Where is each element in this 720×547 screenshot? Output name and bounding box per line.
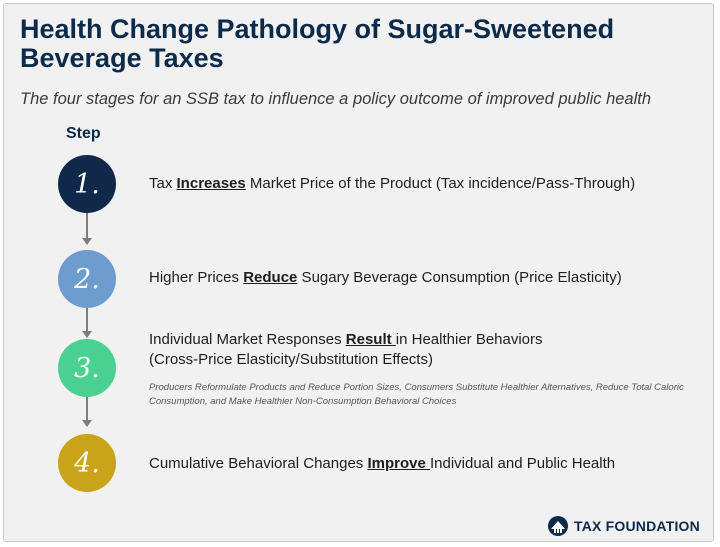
step-1-text: Tax Increases Market Price of the Produc… xyxy=(149,175,636,192)
step-3-note: Producers Reformulate Products and Reduc… xyxy=(149,382,684,407)
step-3-text-line2: (Cross-Price Elasticity/Substitution Eff… xyxy=(149,351,433,368)
step-3-circle: 3. xyxy=(58,339,116,397)
tax-foundation-logo-icon xyxy=(548,516,568,536)
connector-3-4 xyxy=(86,397,88,421)
step-2-circle: 2. xyxy=(58,250,116,308)
step-4-number: 4. xyxy=(74,447,100,479)
connector-2-3 xyxy=(86,308,88,332)
step-3-keyword: Result xyxy=(345,331,396,348)
connector-1-2 xyxy=(86,213,88,239)
page-title: Health Change Pathology of Sugar-Sweeten… xyxy=(20,14,615,73)
step-4-text: Cumulative Behavioral Changes Improve In… xyxy=(149,455,616,472)
logo-text: TAX FOUNDATION xyxy=(574,518,700,534)
tax-foundation-logo: TAX FOUNDATION xyxy=(546,515,700,537)
step-2-number: 2. xyxy=(74,263,100,295)
arrow-down-icon xyxy=(82,331,92,338)
subtitle: The four stages for an SSB tax to influe… xyxy=(20,90,652,108)
step-2-keyword: Reduce xyxy=(243,269,298,286)
step-1-circle: 1. xyxy=(58,155,116,213)
step-4-circle: 4. xyxy=(58,434,116,492)
arrow-down-icon xyxy=(82,420,92,427)
step-4-keyword: Improve xyxy=(367,455,430,472)
step-1-number: 1. xyxy=(74,168,100,200)
arrow-down-icon xyxy=(82,238,92,245)
step-3-number: 3. xyxy=(74,352,100,384)
infographic-card: Health Change Pathology of Sugar-Sweeten… xyxy=(3,3,714,542)
step-1-keyword: Increases xyxy=(176,175,246,192)
step-column-heading: Step xyxy=(66,125,101,142)
step-3-text: Individual Market Responses Result in He… xyxy=(149,331,543,368)
step-2-text: Higher Prices Reduce Sugary Beverage Con… xyxy=(149,269,622,286)
